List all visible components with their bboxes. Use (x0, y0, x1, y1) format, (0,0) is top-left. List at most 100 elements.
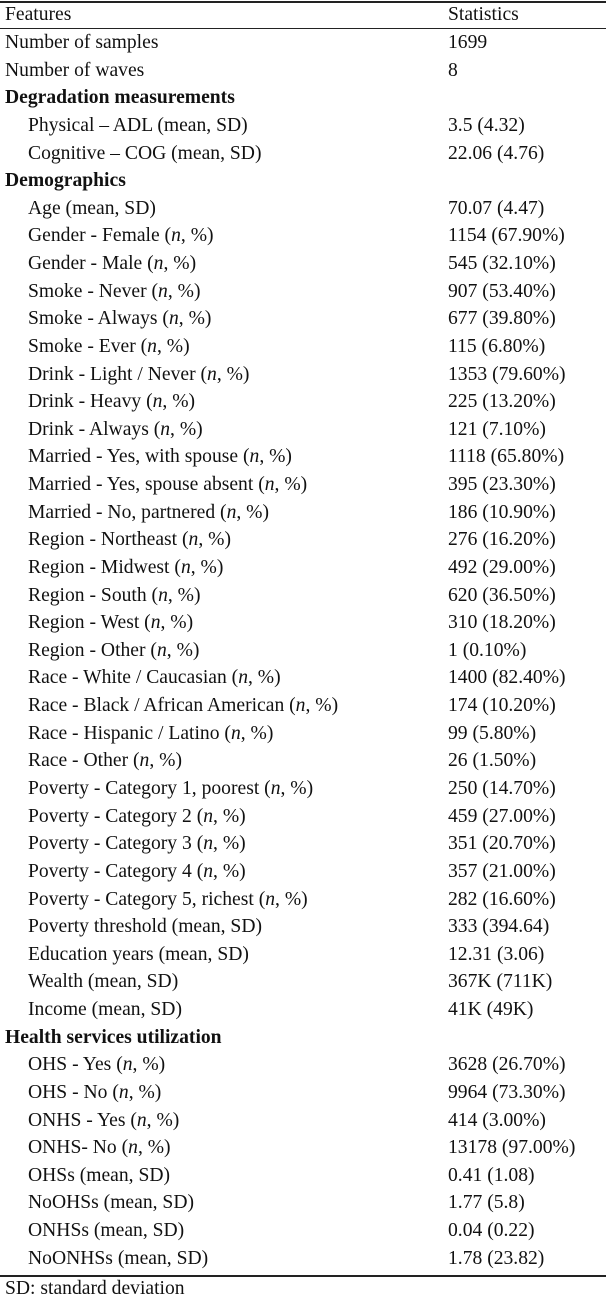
statistic-value: 70.07 (4.47) (448, 197, 545, 219)
statistic-value: 0.04 (0.22) (448, 1220, 535, 1242)
table-row: Married - No, partnered (n, %) 186 (10.90… (0, 499, 606, 527)
table-row: OHS - No (n, %) 9964 (73.30%) (0, 1079, 606, 1107)
table-row: ONHS - Yes (n, %) 414 (3.00%) (0, 1107, 606, 1135)
table-row: Poverty - Category 4 (n, %) 357 (21.00%) (0, 858, 606, 886)
table-row: Drink - Always (n, %) 121 (7.10%) (0, 416, 606, 444)
statistic-value: 3.5 (4.32) (448, 114, 525, 136)
statistic-value: 1699 (448, 32, 488, 53)
statistic-value: 99 (5.80%) (448, 722, 537, 744)
table-row: Wealth (mean, SD) 367K (711K) (0, 968, 606, 996)
statistic-value: 186 (10.90%) (448, 501, 556, 523)
table-row: OHSs (mean, SD) 0.41 (1.08) (0, 1162, 606, 1190)
table-row: Race - Hispanic / Latino (n, %) 99 (5.80%… (0, 720, 606, 748)
feature-label: Region - Other (n, %) (28, 639, 200, 661)
statistic-value: 282 (16.60%) (448, 888, 556, 910)
feature-label: Region - Northeast (n, %) (28, 529, 231, 551)
statistic-value: 459 (27.00%) (448, 805, 556, 827)
feature-label: Health services utilization (5, 1026, 222, 1048)
feature-label: Race - Hispanic / Latino (n, %) (28, 722, 274, 744)
statistic-value: 492 (29.00%) (448, 556, 556, 578)
statistic-value: 8 (448, 59, 458, 81)
table-row: Number of samples 1699 (0, 29, 606, 57)
statistic-value: 276 (16.20%) (448, 529, 556, 551)
table-row: Poverty - Category 5, richest (n, %) 282 … (0, 886, 606, 914)
feature-label: Physical – ADL (mean, SD) (28, 114, 248, 136)
statistic-value: 1.78 (23.82) (448, 1247, 545, 1269)
feature-label: Region - Midwest (n, %) (28, 556, 224, 578)
statistic-value: 22.06 (4.76) (448, 142, 545, 164)
footnote: SD: standard deviation (5, 1278, 185, 1299)
statistic-value: 1118 (65.80%) (448, 446, 565, 468)
statistic-value: 545 (32.10%) (448, 253, 556, 275)
feature-label: Drink - Always (n, %) (28, 418, 203, 440)
statistic-value: 9964 (73.30%) (448, 1081, 566, 1103)
table-row: Gender - Male (n, %) 545 (32.10%) (0, 250, 606, 278)
statistic-value: 26 (1.50%) (448, 750, 537, 772)
table-row: Poverty - Category 2 (n, %) 459 (27.00%) (0, 803, 606, 831)
section-header-row: Degradation measurements (0, 84, 606, 112)
table-row: Smoke - Always (n, %) 677 (39.80%) (0, 305, 606, 333)
table-row: Region - Midwest (n, %) 492 (29.00%) (0, 554, 606, 582)
table-row: Married - Yes, with spouse (n, %) 1118 (6… (0, 443, 606, 471)
feature-label: Poverty - Category 1, poorest (n, %) (28, 778, 314, 799)
statistic-value: 351 (20.70%) (448, 833, 556, 855)
statistic-value: 414 (3.00%) (448, 1109, 546, 1131)
statistic-value: 395 (23.30%) (448, 474, 556, 496)
feature-label: Gender - Female (n, %) (28, 225, 214, 247)
feature-label: Drink - Light / Never (n, %) (28, 363, 250, 385)
table-row: Race - Black / African American (n, %) 17… (0, 692, 606, 720)
feature-label: Smoke - Ever (n, %) (28, 335, 190, 357)
feature-label: Smoke - Always (n, %) (28, 308, 212, 330)
feature-label: Poverty - Category 3 (n, %) (28, 833, 246, 855)
statistic-value: 1 (0.10%) (448, 639, 527, 661)
table-row: NoOHSs (mean, SD) 1.77 (5.8) (0, 1189, 606, 1217)
feature-label: OHS - No (n, %) (28, 1081, 162, 1103)
table-row: Region - Other (n, %) 1 (0.10%) (0, 637, 606, 665)
table-header: Features Statistics (0, 2, 606, 28)
table-row: Race - White / Caucasian (n, %) 1400 (82.… (0, 664, 606, 692)
header-features: Features (5, 4, 72, 25)
feature-label: ONHS- No (n, %) (28, 1137, 171, 1159)
table-row: Income (mean, SD) 41K (49K) (0, 996, 606, 1024)
table-row: OHS - Yes (n, %) 3628 (26.70%) (0, 1051, 606, 1079)
feature-label: Region - West (n, %) (28, 612, 194, 634)
feature-label: ONHS - Yes (n, %) (28, 1109, 180, 1131)
table-row: Smoke - Ever (n, %) 115 (6.80%) (0, 333, 606, 361)
table-row: Cognitive – COG (mean, SD) 22.06 (4.76) (0, 140, 606, 168)
feature-label: Poverty - Category 2 (n, %) (28, 805, 246, 827)
feature-label: Gender - Male (n, %) (28, 253, 197, 275)
table-row: Gender - Female (n, %) 1154 (67.90%) (0, 222, 606, 250)
table-row: Drink - Light / Never (n, %) 1353 (79.60%… (0, 361, 606, 389)
statistic-value: 121 (7.10%) (448, 418, 546, 440)
feature-label: Number of samples (5, 32, 159, 53)
feature-label: Income (mean, SD) (28, 999, 182, 1021)
table-row: Physical – ADL (mean, SD) 3.5 (4.32) (0, 112, 606, 140)
feature-label: Married - Yes, with spouse (n, %) (28, 446, 292, 468)
feature-label: Poverty threshold (mean, SD) (28, 916, 262, 938)
statistic-value: 115 (6.80%) (448, 335, 546, 357)
feature-label: Married - Yes, spouse absent (n, %) (28, 474, 308, 496)
feature-label: Smoke - Never (n, %) (28, 280, 201, 302)
table-row: Smoke - Never (n, %) 907 (53.40%) (0, 278, 606, 306)
table-row: Race - Other (n, %) 26 (1.50%) (0, 747, 606, 775)
statistic-value: 310 (18.20%) (448, 612, 556, 634)
statistic-value: 1400 (82.40%) (448, 667, 566, 689)
statistic-value: 174 (10.20%) (448, 695, 556, 717)
header-rule (0, 28, 606, 29)
statistic-value: 357 (21.00%) (448, 860, 556, 882)
feature-label: Region - South (n, %) (28, 584, 201, 606)
table-row: ONHS- No (n, %) 13178 (97.00%) (0, 1134, 606, 1162)
section-header-row: Health services utilization (0, 1024, 606, 1052)
statistic-value: 907 (53.40%) (448, 280, 556, 302)
header-statistics: Statistics (448, 4, 519, 25)
feature-label: Race - Black / African American (n, %) (28, 695, 339, 717)
feature-label: Education years (mean, SD) (28, 943, 249, 965)
feature-label: Poverty - Category 4 (n, %) (28, 860, 246, 882)
feature-label: Degradation measurements (5, 87, 235, 109)
table-row: Drink - Heavy (n, %) 225 (13.20%) (0, 388, 606, 416)
statistic-value: 333 (394.64) (448, 916, 550, 938)
statistic-value: 12.31 (3.06) (448, 943, 545, 965)
table-row: Education years (mean, SD) 12.31 (3.06) (0, 941, 606, 969)
table-row: Region - Northeast (n, %) 276 (16.20%) (0, 526, 606, 554)
table-row: Poverty - Category 3 (n, %) 351 (20.70%) (0, 830, 606, 858)
